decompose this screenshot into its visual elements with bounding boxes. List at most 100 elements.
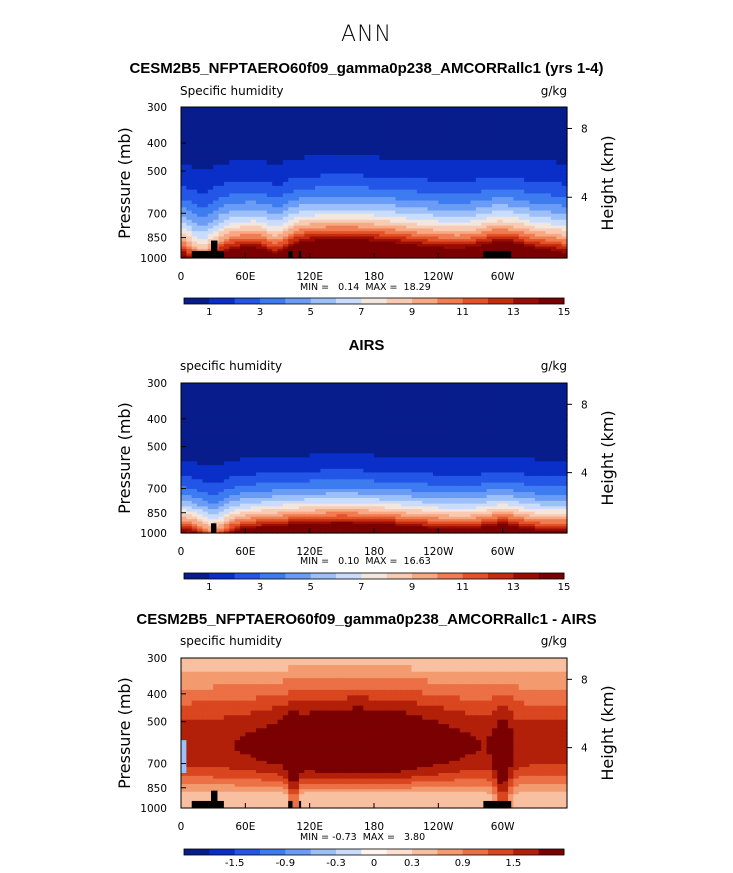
field-cell bbox=[336, 440, 343, 446]
field-cell bbox=[502, 203, 509, 208]
field-cell bbox=[272, 453, 279, 458]
field-cell bbox=[293, 425, 300, 432]
field-cell bbox=[416, 251, 423, 255]
field-cell bbox=[363, 133, 370, 140]
field-cell bbox=[357, 435, 364, 441]
colorbar-label: 3 bbox=[257, 307, 263, 318]
field-cell bbox=[218, 244, 225, 248]
field-cell bbox=[438, 430, 445, 437]
field-cell bbox=[218, 127, 225, 134]
field-cell bbox=[298, 127, 305, 134]
field-cell bbox=[293, 390, 300, 398]
field-cell bbox=[529, 383, 536, 391]
field-cell bbox=[245, 492, 252, 496]
field-cell bbox=[513, 127, 520, 134]
field-cell bbox=[229, 120, 236, 128]
field-cell bbox=[459, 203, 466, 208]
field-cell bbox=[191, 159, 198, 166]
field-cell bbox=[245, 414, 252, 421]
field-cell bbox=[368, 189, 375, 195]
field-cell bbox=[266, 231, 273, 235]
field-cell bbox=[197, 500, 204, 505]
field-cell bbox=[186, 244, 193, 248]
field-cell bbox=[363, 425, 370, 432]
field-cell bbox=[497, 239, 504, 243]
field-cell bbox=[309, 497, 316, 502]
field-cell bbox=[347, 479, 354, 484]
field-cell bbox=[400, 479, 407, 484]
field-cell bbox=[331, 495, 338, 499]
field-cell bbox=[352, 465, 359, 470]
field-cell bbox=[432, 169, 439, 175]
field-cell bbox=[427, 239, 434, 243]
field-cell bbox=[416, 457, 423, 462]
field-cell bbox=[336, 200, 343, 205]
field-cell bbox=[416, 479, 423, 484]
field-cell bbox=[459, 430, 466, 437]
field-cell bbox=[561, 236, 568, 240]
field-cell bbox=[502, 482, 509, 487]
field-cell bbox=[534, 500, 541, 505]
field-cell bbox=[277, 251, 284, 255]
field-cell bbox=[352, 420, 359, 427]
field-cell bbox=[432, 500, 439, 505]
field-cell bbox=[491, 197, 498, 202]
field-cell bbox=[502, 497, 509, 502]
field-cell bbox=[288, 444, 295, 450]
field-cell bbox=[379, 159, 386, 166]
field-cell bbox=[454, 449, 461, 454]
field-cell bbox=[325, 475, 332, 480]
field-cell bbox=[293, 225, 300, 230]
field-cell bbox=[304, 465, 311, 470]
field-cell bbox=[534, 207, 541, 212]
field-cell bbox=[416, 255, 423, 259]
field-cell bbox=[304, 210, 311, 215]
field-cell bbox=[422, 228, 429, 232]
field-cell bbox=[491, 193, 498, 198]
field-cell bbox=[191, 231, 198, 235]
field-cell bbox=[336, 239, 343, 243]
field-cell bbox=[288, 435, 295, 441]
field-cell bbox=[390, 475, 397, 480]
field-cell bbox=[347, 482, 354, 487]
field-cell bbox=[374, 107, 380, 115]
field-cell bbox=[218, 169, 225, 175]
field-cell bbox=[422, 169, 429, 175]
field-cell bbox=[395, 216, 402, 221]
field-cell bbox=[325, 236, 332, 240]
field-cell bbox=[508, 479, 514, 484]
field-cell bbox=[347, 144, 354, 151]
field-cell bbox=[223, 409, 230, 416]
field-cell bbox=[186, 193, 193, 198]
field-cell bbox=[432, 210, 439, 215]
field-cell bbox=[218, 210, 225, 215]
field-cell bbox=[191, 457, 198, 462]
field-cell bbox=[411, 485, 418, 490]
field-cell bbox=[341, 207, 348, 212]
field-cell bbox=[465, 181, 472, 187]
field-cell bbox=[454, 244, 461, 248]
field-cell bbox=[245, 197, 252, 202]
field-cell bbox=[218, 468, 225, 474]
field-cell bbox=[266, 169, 273, 175]
field-cell bbox=[191, 482, 198, 487]
field-cell bbox=[486, 500, 493, 505]
field-cell bbox=[298, 200, 305, 205]
field-cell bbox=[197, 479, 204, 484]
field-cell bbox=[508, 461, 514, 466]
field-cell bbox=[207, 236, 214, 240]
field-cell bbox=[331, 159, 338, 166]
field-cell bbox=[481, 449, 488, 454]
field-cell bbox=[416, 430, 423, 437]
field-cell bbox=[556, 244, 563, 248]
field-cell bbox=[475, 114, 482, 122]
field-cell bbox=[518, 144, 525, 151]
field-cell bbox=[363, 177, 370, 183]
field-cell bbox=[245, 213, 252, 218]
field-cell bbox=[513, 185, 520, 191]
field-cell bbox=[250, 461, 257, 466]
field-cell bbox=[427, 159, 434, 166]
field-cell bbox=[524, 239, 531, 243]
field-cell bbox=[352, 185, 359, 191]
field-cell bbox=[556, 246, 563, 250]
